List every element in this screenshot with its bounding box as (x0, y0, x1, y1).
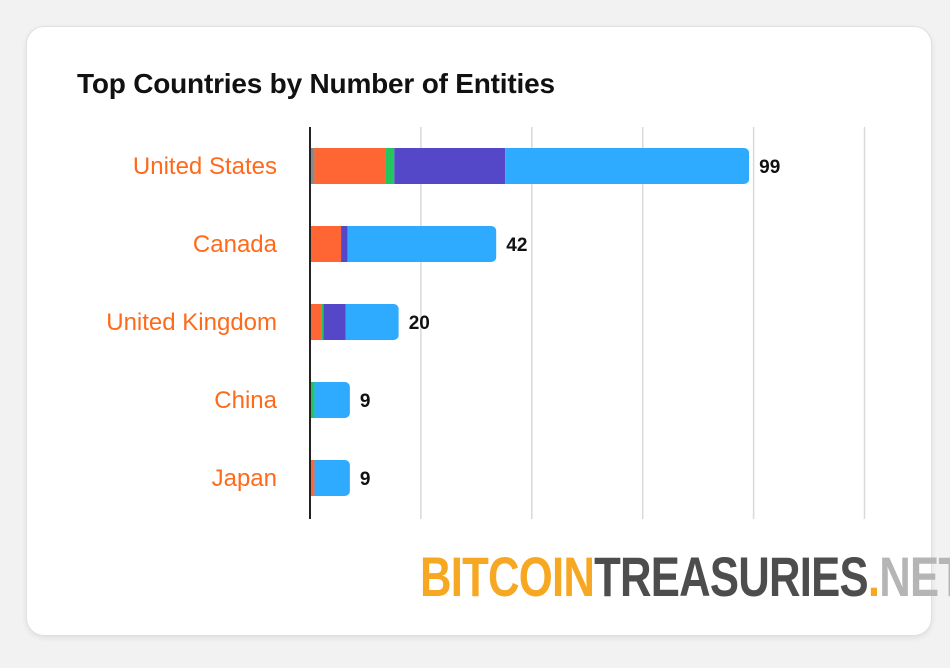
bar-segment (310, 226, 342, 262)
category-label: United Kingdom (106, 309, 277, 336)
bitcointreasuries-logo: BITCOINTREASURIES.NET (420, 549, 950, 605)
bar-stack (310, 382, 350, 418)
bar-segment (345, 304, 399, 340)
logo-part-net: NET (879, 545, 950, 608)
total-label: 42 (506, 235, 527, 256)
total-label: 20 (409, 313, 430, 334)
total-label: 9 (360, 469, 371, 490)
bar-segment (394, 148, 506, 184)
bar-stack (310, 226, 497, 262)
bar-segment (314, 148, 386, 184)
bar-segment (310, 304, 322, 340)
logo-part-bitcoin: BITCOIN (420, 545, 595, 608)
bar-segment (323, 304, 346, 340)
total-label: 99 (759, 157, 780, 178)
bar-segment (505, 148, 750, 184)
bar-segment (385, 148, 395, 184)
category-label: Canada (193, 231, 278, 258)
bar-stack (310, 304, 399, 340)
bar-segment (314, 382, 350, 418)
bar-stack (310, 460, 350, 496)
bar-segment (314, 460, 350, 496)
logo-part-treasuries: TREASURIES (594, 545, 869, 608)
category-label: China (214, 387, 277, 414)
bar-segment (321, 304, 324, 340)
category-label: Japan (212, 465, 277, 492)
chart-title: Top Countries by Number of Entities (77, 68, 555, 99)
total-label: 9 (360, 391, 371, 412)
bar-segment (347, 226, 497, 262)
category-label: United States (133, 153, 277, 180)
chart-card: Top Countries by Number of Entities Unit… (26, 26, 950, 636)
logo-part-dot: . (867, 545, 880, 608)
bar-segment (310, 382, 315, 418)
bar-segment (341, 226, 348, 262)
bar-segment (310, 148, 315, 184)
bar-segment (310, 460, 315, 496)
bar-stack (310, 148, 750, 184)
